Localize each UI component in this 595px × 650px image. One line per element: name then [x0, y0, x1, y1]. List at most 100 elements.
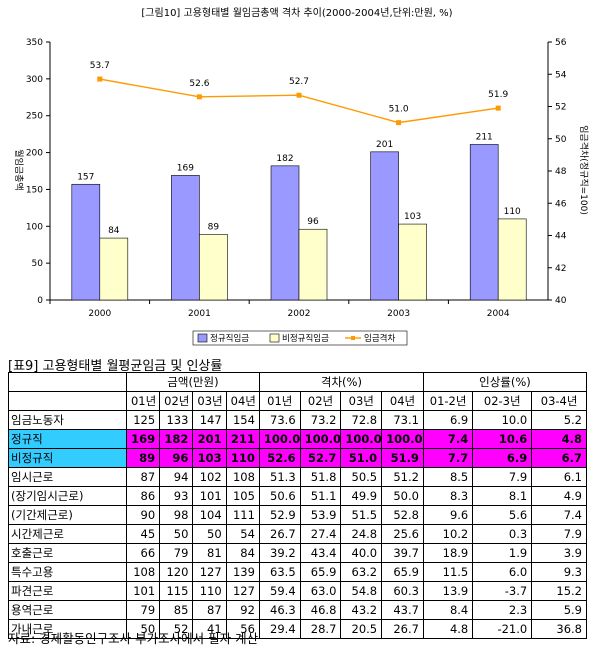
- bar-nonregular: [298, 228, 328, 301]
- table-cell: 29.4: [258, 619, 301, 639]
- row-label: 가내근로: [8, 619, 127, 639]
- table-cell: 6.9: [472, 448, 533, 468]
- table-cell: 28.7: [299, 619, 342, 639]
- table-cell: 50: [125, 619, 161, 639]
- table-cell: 9.6: [422, 505, 474, 525]
- table-cell: 26.7: [381, 619, 424, 639]
- table-cell: 201: [192, 429, 227, 449]
- subheader-8: 01-2년: [422, 391, 474, 411]
- gap-point: [196, 94, 202, 100]
- table-cell: 51.3: [258, 467, 301, 487]
- subheader-4: 01년: [258, 391, 301, 411]
- table-cell: 5.9: [531, 600, 587, 620]
- table-cell: 87: [125, 467, 161, 487]
- row-label: 파견근로: [8, 581, 127, 601]
- table-cell: 50: [192, 524, 227, 544]
- table-cell: 2.3: [472, 600, 533, 620]
- table-cell: 10.2: [422, 524, 474, 544]
- gap-point-label: 52.6: [189, 79, 209, 89]
- y2-axis-label: 임금격차(정규직=100): [578, 125, 590, 215]
- legend: 정규직임금 비정규직임금 임금격차: [192, 330, 408, 346]
- table-cell: 66: [125, 543, 161, 563]
- table-cell: 7.9: [531, 524, 587, 544]
- table-cell: 104: [192, 505, 227, 525]
- table-cell: 8.4: [422, 600, 474, 620]
- table-cell: 100.0: [340, 429, 383, 449]
- bar-nonregular: [398, 223, 427, 301]
- table-cell: 10.0: [472, 410, 533, 430]
- table-row: 비정규직 89 96 103 110 52.6 52.7 51.0 51.9 7.7 6.9 6.7: [8, 448, 587, 468]
- y-tick-label: 0: [37, 296, 43, 306]
- table-cell: 102: [192, 467, 227, 487]
- x-tick-label: 2002: [288, 309, 311, 319]
- table-cell: 120: [159, 562, 194, 582]
- legend-box: [192, 330, 408, 346]
- table-cell: 92: [225, 600, 260, 620]
- bar-regular-label: 169: [177, 163, 194, 173]
- table-cell: 1.9: [472, 543, 533, 563]
- table-cell: 0.3: [472, 524, 533, 544]
- x-tick-label: 2003: [387, 309, 410, 319]
- chart: [그림10] 고용형태별 월임금총액 격차 추이(2000-2004년,단위:만…: [13, 6, 590, 346]
- table-corner-lower: [8, 391, 127, 411]
- table-cell: 45: [125, 524, 161, 544]
- table-cell: 4.9: [531, 486, 587, 506]
- gap-point: [396, 120, 402, 126]
- y-tick-label: 150: [26, 185, 43, 195]
- table-cell: 43.2: [340, 600, 383, 620]
- table-cell: 39.7: [381, 543, 424, 563]
- table-cell: 52: [159, 619, 194, 639]
- subheader-7: 04년: [381, 391, 424, 411]
- table-cell: 182: [159, 429, 194, 449]
- legend-label-gap: 임금격차: [364, 333, 395, 344]
- table-cell: 79: [159, 543, 194, 563]
- table-cell: 60.3: [381, 581, 424, 601]
- bar-nonregular-label: 110: [504, 207, 521, 217]
- subheader-2: 03년: [192, 391, 227, 411]
- table-cell: 100.0: [381, 429, 424, 449]
- table-cell: 52.7: [299, 448, 342, 468]
- table-row: 호출근로 66 79 81 84 39.2 43.4 40.0 39.7 18.9 1.9 3.9: [8, 543, 587, 563]
- table-cell: 6.1: [531, 467, 587, 487]
- table-row: (장기임시근로) 86 93 101 105 50.6 51.1 49.9 50.0 8.3 8.1…: [8, 486, 587, 506]
- row-label: 정규직: [8, 429, 127, 449]
- table-cell: 4.8: [422, 619, 474, 639]
- legend-swatch-regular: [197, 333, 208, 343]
- table-cell: 108: [225, 467, 260, 487]
- y2-tick-label: 44: [555, 232, 567, 242]
- table-cell: 8.1: [472, 486, 533, 506]
- subheader-10: 03-4년: [531, 391, 587, 411]
- bar-regular-label: 211: [476, 132, 493, 142]
- table-cell: 147: [192, 410, 227, 430]
- bar-regular-label: 157: [77, 172, 94, 182]
- table-cell: 7.9: [472, 467, 533, 487]
- bar-regular: [71, 183, 101, 301]
- table-cell: -3.7: [472, 581, 533, 601]
- bar-nonregular: [99, 237, 129, 301]
- bar-regular-label: 201: [376, 140, 393, 150]
- table-cell: 108: [125, 562, 161, 582]
- table-cell: 54.8: [340, 581, 383, 601]
- table-cell: 6.7: [531, 448, 587, 468]
- legend-label-regular: 정규직임금: [210, 333, 249, 344]
- table-cell: 46.8: [299, 600, 342, 620]
- x-tick-label: 2004: [487, 309, 510, 319]
- row-label: 임시근로: [8, 467, 127, 487]
- table-cell: 89: [125, 448, 161, 468]
- table-cell: 13.9: [422, 581, 474, 601]
- table-cell: 3.9: [531, 543, 587, 563]
- table-cell: 52.9: [258, 505, 301, 525]
- table-cell: 63.2: [340, 562, 383, 582]
- bar-regular: [171, 175, 200, 301]
- group-header-amount: 금액(만원): [125, 372, 260, 392]
- legend-label-nonregular: 비정규직임금: [282, 333, 329, 344]
- table-row: 시간제근로 45 50 50 54 26.7 27.4 24.8 25.6 10.2 0.3 7.9: [8, 524, 587, 544]
- table-cell: 36.8: [531, 619, 587, 639]
- table-cell: 73.1: [381, 410, 424, 430]
- table-cell: 50.0: [381, 486, 424, 506]
- subheader-1: 02년: [159, 391, 194, 411]
- bar-nonregular: [497, 218, 527, 301]
- table-cell: 127: [225, 581, 260, 601]
- table-cell: 50.6: [258, 486, 301, 506]
- x-tick-label: 2000: [88, 309, 111, 319]
